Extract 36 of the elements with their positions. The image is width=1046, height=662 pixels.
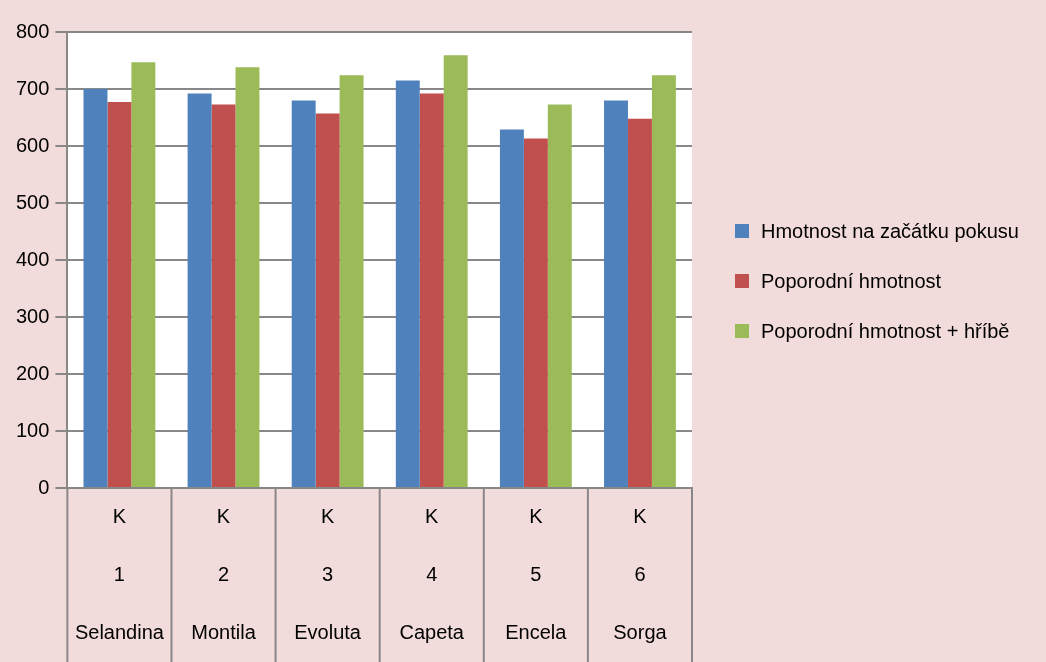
bar [604,100,628,487]
y-tick-label: 0 [38,475,50,498]
category-label: K 6 Sorga [613,504,667,643]
bar [419,93,444,487]
legend-label: Poporodní hmotnost + hříbě [761,319,1011,344]
bar [499,129,524,487]
bar [187,93,212,487]
legend-label: Poporodní hmotnost [761,269,943,294]
bar [651,75,676,487]
category-label: K 2 Montila [191,504,256,643]
category-label: K 5 Encela [505,504,567,643]
y-tick-label: 800 [15,19,50,42]
category-label: K 3 Evoluta [294,504,361,643]
category-label: K 4 Capeta [399,504,464,643]
bar [211,104,236,487]
y-tick-label: 400 [15,247,50,270]
bar [339,75,364,487]
bar [395,80,420,487]
bar [291,100,316,487]
category-label: K 1 Selandina [74,504,164,643]
bar [315,113,340,487]
y-tick-label: 300 [15,304,50,327]
y-tick-label: 100 [15,418,50,441]
bar [235,67,260,487]
y-tick-label: 500 [15,190,50,213]
bar [107,102,132,487]
bar [131,62,156,487]
bar [627,118,652,487]
y-tick-label: 700 [15,76,50,99]
bar [83,89,108,487]
y-tick-label: 200 [15,361,50,384]
bar [443,55,468,487]
y-tick-label: 600 [15,133,50,156]
bar [547,104,572,487]
legend-label: Hmotnost na začátku pokusu [761,219,1020,244]
bar [523,138,548,487]
